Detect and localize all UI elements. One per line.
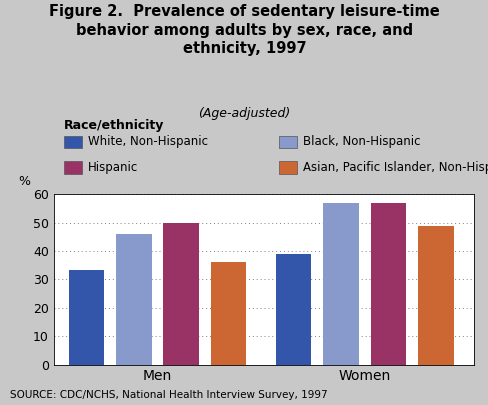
Text: White, Non-Hispanic: White, Non-Hispanic bbox=[88, 136, 207, 149]
Y-axis label: %: % bbox=[19, 175, 30, 188]
Text: Race/ethnicity: Race/ethnicity bbox=[63, 119, 163, 132]
Text: SOURCE: CDC/NCHS, National Health Interview Survey, 1997: SOURCE: CDC/NCHS, National Health Interv… bbox=[10, 390, 327, 400]
Bar bbox=[370, 203, 406, 364]
Bar bbox=[210, 262, 246, 364]
Bar bbox=[323, 203, 358, 364]
Text: (Age-adjusted): (Age-adjusted) bbox=[198, 107, 290, 120]
Text: Figure 2.  Prevalence of sedentary leisure-time
behavior among adults by sex, ra: Figure 2. Prevalence of sedentary leisur… bbox=[49, 4, 439, 56]
Text: Hispanic: Hispanic bbox=[88, 161, 138, 174]
Bar bbox=[68, 270, 104, 364]
Bar bbox=[417, 226, 453, 364]
Bar bbox=[275, 254, 311, 364]
Bar bbox=[116, 234, 151, 364]
Bar bbox=[163, 223, 199, 364]
Text: Asian, Pacific Islander, Non-Hispanic: Asian, Pacific Islander, Non-Hispanic bbox=[303, 161, 488, 174]
Text: Black, Non-Hispanic: Black, Non-Hispanic bbox=[303, 136, 420, 149]
